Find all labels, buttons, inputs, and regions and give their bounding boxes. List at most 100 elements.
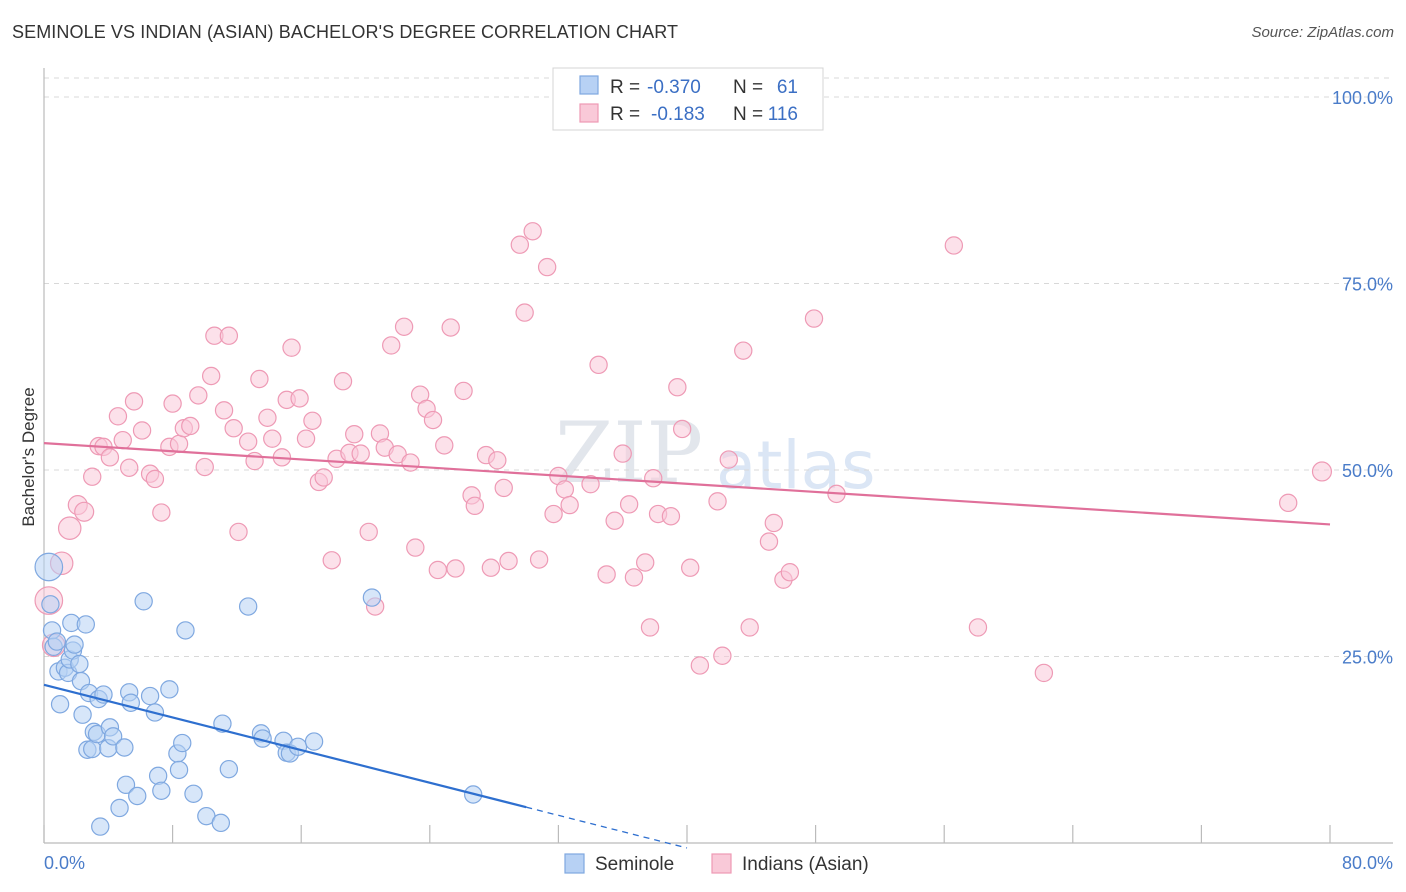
seminole-point [50, 695, 70, 714]
indian-asian-point [624, 568, 644, 587]
seminole-point [219, 759, 239, 779]
seminole-point [116, 775, 136, 795]
indian-asian-point [523, 222, 542, 241]
indian-asian-point [333, 372, 353, 391]
legend-r-label-indian: R = [610, 104, 640, 125]
indian-asian-point [644, 469, 663, 488]
indian-asian-point [804, 309, 824, 328]
indian-asian-point [382, 336, 401, 355]
indian-asian-point [359, 522, 378, 542]
seminole-point [128, 786, 147, 806]
indian-asian-point [1279, 493, 1298, 513]
y-tick-label: 100.0% [1332, 88, 1393, 108]
seminole-point [115, 738, 134, 757]
indian-asian-point [560, 495, 579, 515]
legend-swatch-seminole [579, 75, 599, 95]
indian-asian-point [108, 407, 128, 426]
indian-asian-point [83, 467, 102, 486]
indian-asian-point [494, 478, 513, 498]
indian-asian-point [145, 469, 165, 489]
bottom-legend-swatch-seminole [564, 853, 585, 874]
indian-asian-point [181, 416, 200, 436]
indian-asian-point [759, 532, 779, 551]
seminole-point [70, 654, 89, 674]
legend-box: R = -0.370 N = 61 R = -0.183 N = 116 [552, 67, 824, 131]
indian-asian-point [314, 468, 333, 487]
indian-asian-point [224, 419, 243, 438]
indian-asian-point [303, 411, 322, 430]
indian-asian-point [454, 381, 473, 401]
indian-asian-point [499, 551, 518, 571]
bottom-legend-label-indian: Indians (Asian) [742, 854, 869, 875]
chart-source: Source: ZipAtlas.com [1251, 24, 1394, 41]
indian-asian-point [124, 392, 144, 411]
indian-asian-point [515, 303, 534, 322]
indian-asian-point [661, 507, 681, 526]
indian-asian-point [544, 504, 563, 524]
seminole-points [34, 552, 483, 836]
gridlines [44, 77, 1393, 657]
seminole-point [140, 686, 160, 706]
legend-r-value-seminole: -0.370 [647, 77, 701, 98]
axes [43, 68, 1393, 844]
indian-asian-point [597, 565, 616, 584]
legend-r-label-seminole: R = [610, 77, 640, 98]
indian-asian-point [388, 445, 407, 464]
indian-asian-point [394, 317, 414, 336]
seminole-point [110, 798, 129, 818]
indian-asian-point [510, 235, 530, 254]
bottom-legend-label-seminole: Seminole [595, 854, 674, 875]
indian-asian-point [488, 451, 507, 470]
indian-asian-point [1311, 461, 1333, 482]
seminole-point [41, 595, 60, 614]
indian-asian-point [351, 444, 370, 463]
y-tick-labels: 25.0% 50.0% 75.0% 100.0% [1332, 88, 1393, 668]
indian-asian-point [613, 444, 632, 463]
indian-asian-point [290, 389, 309, 408]
indian-asian-point [619, 495, 639, 514]
indian-asian-point [263, 429, 282, 448]
seminole-point [169, 760, 189, 780]
legend-swatch-indian [579, 103, 599, 123]
seminole-trend-extension [526, 806, 688, 849]
seminole-point [362, 588, 382, 607]
seminole-point [76, 615, 95, 634]
seminole-point [148, 766, 168, 786]
indian-asian-point [589, 355, 608, 375]
indian-asian-point [968, 618, 988, 637]
indian-asian-point [446, 559, 465, 578]
seminole-point [173, 733, 192, 753]
y-tick-label: 25.0% [1342, 648, 1393, 668]
indian-asian-point [708, 492, 727, 511]
seminole-point [238, 597, 258, 616]
x-tick-label-min: 0.0% [44, 853, 85, 873]
indian-asian-point [734, 341, 753, 360]
indian-asian-point [113, 430, 132, 450]
seminole-point [103, 727, 123, 746]
indian-asian-point [322, 551, 341, 570]
indian-asian-point [406, 538, 425, 557]
x-tick-label-max: 80.0% [1342, 853, 1393, 873]
indian-asian-point [668, 377, 687, 397]
indian-asian-point [345, 424, 364, 444]
indian-asian-point [100, 448, 120, 467]
indian-asian-point [605, 511, 624, 530]
trend-lines [43, 442, 1331, 849]
indian-asian-point [229, 522, 248, 542]
seminole-point [184, 784, 203, 803]
indian-asian-point [119, 458, 139, 477]
seminole-point [73, 705, 92, 724]
indian-asian-point [740, 618, 759, 637]
indian-asian-point [435, 436, 454, 455]
indian-asian-point [465, 496, 485, 516]
indian-asian-point [132, 421, 152, 440]
seminole-point [176, 621, 195, 640]
indian-asian-point [555, 480, 575, 499]
indian-asian-point [201, 366, 221, 386]
legend-n-label-seminole: N = [733, 77, 763, 98]
indian-asian-point [672, 419, 692, 439]
indian-asian-point [681, 558, 700, 577]
y-tick-label: 75.0% [1342, 275, 1393, 295]
indian-asian-point [74, 501, 95, 522]
